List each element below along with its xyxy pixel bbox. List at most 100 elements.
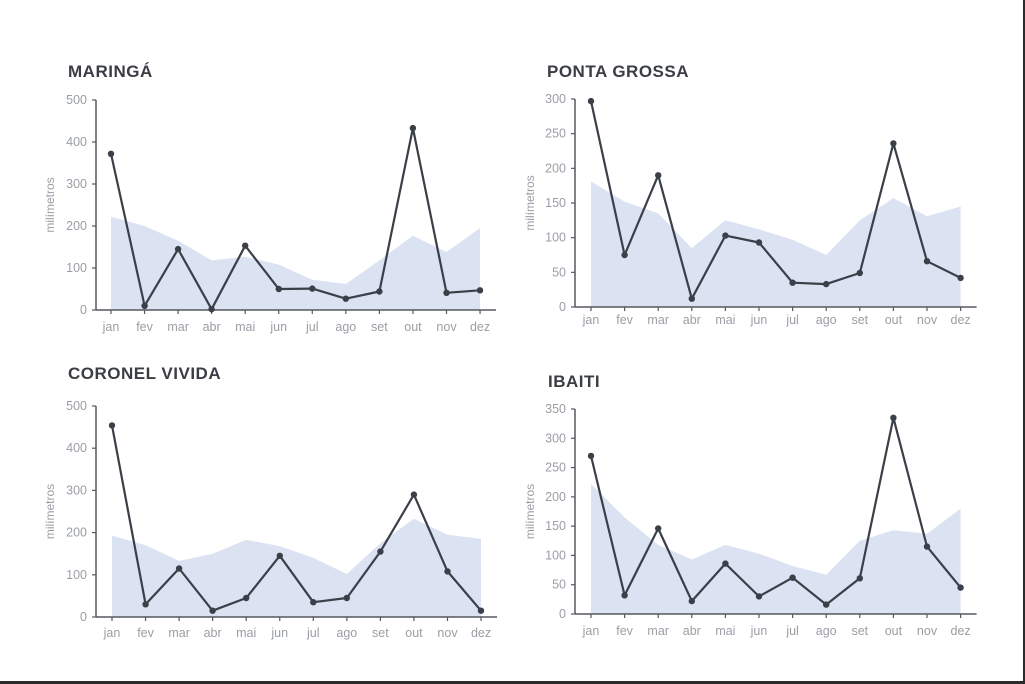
area-series [591,181,961,307]
x-tick-label: out [885,313,903,327]
x-tick-label: nov [436,320,457,334]
x-tick-label: mai [236,626,256,640]
y-tick-label: 500 [66,399,87,413]
y-tick-label: 250 [545,127,566,141]
y-tick-label: 0 [80,303,87,317]
y-tick-label: 200 [66,219,87,233]
x-tick-label: dez [471,626,491,640]
x-tick-label: fev [616,624,633,638]
data-point [789,574,796,581]
data-point [409,124,417,132]
data-point [309,285,316,292]
y-axis-label: milímetros [523,484,537,539]
data-point [107,150,115,157]
line-series [109,127,481,311]
x-tick-label: jul [306,626,320,640]
data-point [957,274,964,282]
data-point [208,306,215,313]
x-tick-label: jun [269,320,287,334]
x-tick-label: ago [816,624,837,638]
x-tick-label: abr [203,320,221,334]
y-axis-label: milímetros [43,484,57,539]
line-series [110,425,482,612]
data-point [174,245,182,253]
data-point [410,491,418,498]
data-point [444,568,451,575]
data-point [755,239,763,246]
y-tick-label: 50 [552,265,566,279]
data-point [376,288,383,295]
y-axis-label: milímetros [523,175,537,230]
x-tick-label: set [851,624,868,638]
y-tick-label: 100 [545,231,566,245]
line-series [589,100,962,300]
x-tick-label: mar [168,626,190,640]
x-tick-label: abr [683,313,701,327]
data-point [443,289,450,296]
data-point [688,597,695,605]
x-tick-label: nov [437,626,458,640]
data-point [587,452,595,460]
data-point [789,279,796,286]
data-point [243,594,250,602]
x-tick-label: dez [470,320,490,334]
data-point [823,280,830,288]
y-axis-label: milímetros [43,177,57,232]
line-series [589,416,962,606]
data-point [655,172,662,179]
x-tick-label: jan [582,313,600,327]
data-point [688,295,695,302]
data-point [242,242,249,249]
data-point [823,601,830,608]
data-point [923,258,931,265]
y-tick-label: 100 [66,261,87,275]
data-point [722,560,729,567]
y-tick-label: 300 [545,431,566,445]
y-tick-label: 150 [545,519,566,533]
x-tick-label: set [372,626,389,640]
x-tick-label: mar [647,313,669,327]
x-tick-label: out [405,626,423,640]
area-series [591,484,961,614]
x-tick-label: ago [336,626,357,640]
data-point [755,593,763,600]
data-point [343,594,350,602]
y-tick-label: 300 [545,92,566,106]
x-tick-label: dez [951,313,971,327]
y-tick-label: 200 [545,490,566,504]
x-tick-label: ago [335,320,356,334]
x-tick-label: jun [270,626,288,640]
y-tick-label: 0 [80,610,87,624]
x-tick-label: set [851,313,868,327]
area-series [111,216,481,310]
area-series [112,518,482,617]
y-tick-label: 350 [545,402,566,416]
x-tick-label: dez [951,624,971,638]
y-tick-label: 200 [66,526,87,540]
x-tick-label: mai [235,320,255,334]
data-point [477,607,485,614]
data-point [722,232,729,239]
data-point [923,543,931,550]
x-tick-label: jun [750,624,768,638]
x-tick-label: jan [582,624,600,638]
data-point [476,287,484,294]
y-tick-label: 250 [545,461,566,475]
y-tick-label: 0 [559,607,566,621]
y-tick-label: 50 [552,578,566,592]
y-tick-label: 300 [66,177,87,191]
x-tick-label: jan [102,320,120,334]
x-tick-label: mai [715,313,735,327]
data-point [276,552,283,559]
chart-title: MARINGÁ [68,62,153,81]
x-tick-label: fev [137,626,154,640]
data-point [621,251,628,259]
x-tick-label: fev [616,313,633,327]
x-tick-label: set [371,320,388,334]
y-tick-label: 200 [545,161,566,175]
x-tick-label: nov [917,624,938,638]
